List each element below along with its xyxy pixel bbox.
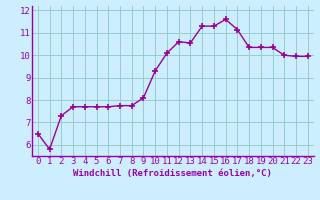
X-axis label: Windchill (Refroidissement éolien,°C): Windchill (Refroidissement éolien,°C)	[73, 169, 272, 178]
